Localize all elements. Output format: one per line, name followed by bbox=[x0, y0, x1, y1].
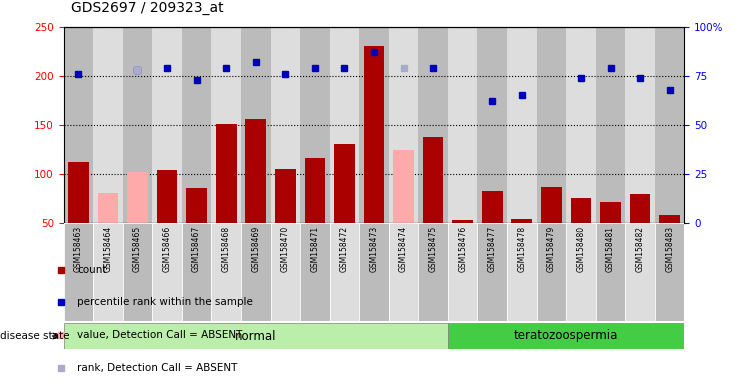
Bar bbox=[477, 27, 507, 223]
Text: GSM158472: GSM158472 bbox=[340, 226, 349, 272]
Text: percentile rank within the sample: percentile rank within the sample bbox=[77, 297, 253, 308]
Bar bbox=[68, 162, 89, 223]
Bar bbox=[364, 46, 384, 223]
Text: GSM158464: GSM158464 bbox=[103, 226, 112, 272]
Bar bbox=[418, 27, 448, 223]
Bar bbox=[334, 144, 355, 223]
Bar bbox=[448, 223, 477, 321]
Bar bbox=[241, 27, 271, 223]
Text: GSM158463: GSM158463 bbox=[74, 226, 83, 272]
Bar bbox=[359, 223, 389, 321]
Bar bbox=[156, 170, 177, 223]
Bar bbox=[94, 27, 123, 223]
Text: GSM158477: GSM158477 bbox=[488, 226, 497, 272]
Text: GSM158469: GSM158469 bbox=[251, 226, 260, 272]
Text: GSM158467: GSM158467 bbox=[192, 226, 201, 272]
Text: count: count bbox=[77, 265, 106, 275]
Text: GSM158471: GSM158471 bbox=[310, 226, 319, 272]
Bar bbox=[275, 169, 295, 223]
Bar bbox=[64, 223, 94, 321]
Bar bbox=[541, 187, 562, 223]
Text: GSM158468: GSM158468 bbox=[221, 226, 230, 272]
Text: teratozoospermia: teratozoospermia bbox=[514, 329, 619, 343]
Bar bbox=[304, 158, 325, 223]
Text: GSM158474: GSM158474 bbox=[399, 226, 408, 272]
Text: rank, Detection Call = ABSENT: rank, Detection Call = ABSENT bbox=[77, 362, 237, 373]
Text: GSM158480: GSM158480 bbox=[577, 226, 586, 272]
Bar bbox=[300, 223, 330, 321]
Text: GSM158481: GSM158481 bbox=[606, 226, 615, 271]
Bar bbox=[330, 223, 359, 321]
Text: normal: normal bbox=[235, 329, 277, 343]
Text: GSM158475: GSM158475 bbox=[429, 226, 438, 272]
Bar bbox=[595, 223, 625, 321]
Text: GSM158476: GSM158476 bbox=[459, 226, 468, 272]
Bar bbox=[423, 137, 444, 223]
Text: disease state: disease state bbox=[0, 331, 70, 341]
Bar bbox=[64, 27, 94, 223]
Bar bbox=[536, 27, 566, 223]
Bar bbox=[477, 223, 507, 321]
Bar bbox=[566, 223, 595, 321]
Bar bbox=[212, 223, 241, 321]
Text: GSM158470: GSM158470 bbox=[280, 226, 289, 272]
Bar bbox=[595, 27, 625, 223]
Text: GSM158479: GSM158479 bbox=[547, 226, 556, 272]
Bar bbox=[123, 223, 153, 321]
Bar bbox=[507, 223, 536, 321]
Bar bbox=[600, 202, 621, 223]
Bar bbox=[153, 223, 182, 321]
Bar bbox=[182, 223, 212, 321]
Bar bbox=[566, 27, 595, 223]
Bar bbox=[625, 27, 654, 223]
Bar bbox=[212, 27, 241, 223]
Bar bbox=[389, 223, 418, 321]
Bar bbox=[393, 150, 414, 223]
Text: GSM158478: GSM158478 bbox=[518, 226, 527, 272]
Text: GSM158483: GSM158483 bbox=[665, 226, 674, 272]
Bar bbox=[271, 223, 300, 321]
Bar bbox=[300, 27, 330, 223]
Bar bbox=[389, 27, 418, 223]
Bar bbox=[186, 189, 207, 223]
Text: value, Detection Call = ABSENT: value, Detection Call = ABSENT bbox=[77, 330, 242, 340]
Bar bbox=[536, 223, 566, 321]
Bar bbox=[359, 27, 389, 223]
Bar bbox=[271, 27, 300, 223]
Bar bbox=[512, 219, 532, 223]
Bar bbox=[153, 27, 182, 223]
Bar bbox=[245, 119, 266, 223]
Bar bbox=[241, 223, 271, 321]
Bar bbox=[571, 198, 591, 223]
Bar bbox=[654, 27, 684, 223]
Bar bbox=[216, 124, 236, 223]
Bar bbox=[448, 27, 477, 223]
Bar bbox=[418, 223, 448, 321]
Bar bbox=[659, 215, 680, 223]
Text: GDS2697 / 209323_at: GDS2697 / 209323_at bbox=[71, 2, 224, 15]
Bar bbox=[123, 27, 153, 223]
Text: GSM158466: GSM158466 bbox=[162, 226, 171, 272]
Bar bbox=[97, 194, 118, 223]
Bar bbox=[625, 223, 654, 321]
Text: GSM158465: GSM158465 bbox=[133, 226, 142, 272]
Bar bbox=[127, 172, 148, 223]
Bar bbox=[94, 223, 123, 321]
Bar bbox=[182, 27, 212, 223]
Bar bbox=[453, 220, 473, 223]
Bar bbox=[448, 323, 684, 349]
Bar bbox=[507, 27, 536, 223]
Bar bbox=[630, 194, 651, 223]
Bar bbox=[64, 323, 448, 349]
Bar bbox=[330, 27, 359, 223]
Bar bbox=[482, 191, 503, 223]
Bar bbox=[654, 223, 684, 321]
Text: GSM158482: GSM158482 bbox=[636, 226, 645, 271]
Text: GSM158473: GSM158473 bbox=[370, 226, 378, 272]
